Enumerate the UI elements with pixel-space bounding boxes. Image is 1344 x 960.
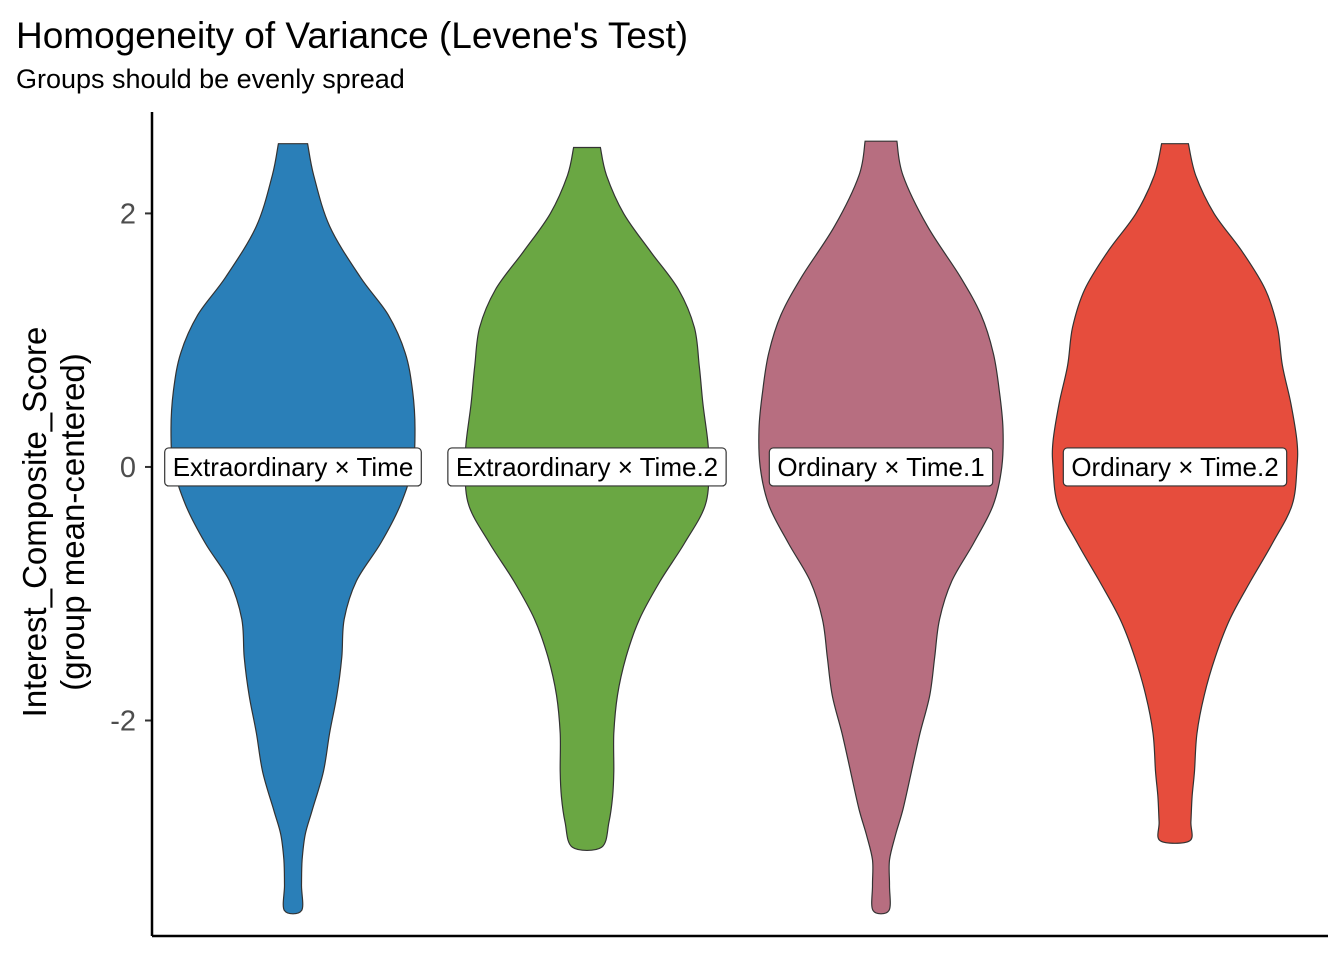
- violin-2: [758, 140, 1004, 915]
- group-label-box: [164, 447, 422, 487]
- group-label-0: Extraordinary × Time: [164, 447, 422, 487]
- violin-1: [464, 146, 710, 852]
- violin-3: [1051, 143, 1299, 844]
- group-label-box: [447, 447, 727, 487]
- chart-title: Homogeneity of Variance (Levene's Test): [16, 15, 688, 56]
- chart-subtitle: Groups should be evenly spread: [16, 64, 405, 94]
- group-labels: Extraordinary × Time Extraordinary × Time…: [164, 447, 1288, 487]
- y-axis-title-line-1: Interest_Composite_Score: [16, 327, 53, 718]
- y-axis-title: Interest_Composite_Score (group mean-cen…: [16, 327, 91, 718]
- group-label-text: Ordinary × Time.1: [777, 452, 984, 482]
- group-label-text: Extraordinary × Time: [173, 452, 414, 482]
- group-label-1: Extraordinary × Time.2: [447, 447, 727, 487]
- y-tick-label: -2: [110, 705, 136, 737]
- group-label-text: Extraordinary × Time.2: [456, 452, 718, 482]
- y-tick-label: 0: [120, 452, 136, 484]
- y-axis-ticks: 2 0 -2: [110, 198, 152, 737]
- violin-0: [170, 143, 416, 915]
- group-label-3: Ordinary × Time.2: [1062, 447, 1288, 487]
- y-axis-title-line-2: (group mean-centered): [54, 353, 91, 691]
- group-label-text: Ordinary × Time.2: [1071, 452, 1278, 482]
- y-tick-label: 2: [120, 198, 136, 230]
- group-label-box: [768, 447, 994, 487]
- violins: [170, 140, 1299, 915]
- group-label-2: Ordinary × Time.1: [768, 447, 994, 487]
- group-label-box: [1062, 447, 1288, 487]
